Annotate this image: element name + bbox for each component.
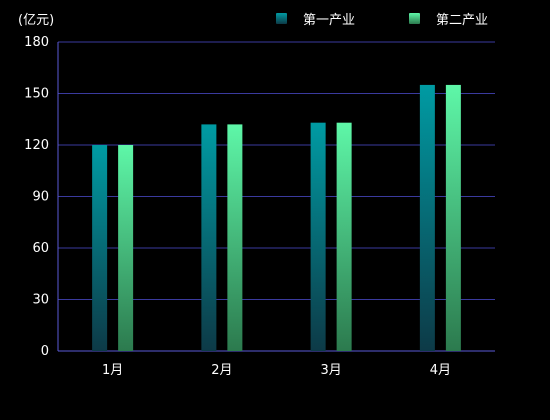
y-tick-label: 180 (24, 35, 49, 50)
legend-item-series-1[interactable]: 第一产业 (276, 10, 356, 28)
y-tick-label: 90 (32, 190, 49, 205)
legend-item-series-2[interactable]: 第二产业 (409, 10, 489, 28)
chart-legend: 第一产业 第二产业 (0, 10, 550, 28)
y-tick-label: 60 (32, 241, 49, 256)
x-tick-label: 4月 (430, 363, 451, 378)
x-tick-label: 2月 (211, 363, 232, 378)
legend-swatch-series-1 (276, 12, 287, 24)
y-tick-label: 150 (24, 87, 49, 102)
bar-series-1-3 (310, 122, 326, 351)
legend-swatch-series-2 (409, 12, 420, 24)
legend-label-series-2: 第二产业 (436, 12, 489, 28)
bar-series-1-1 (92, 145, 108, 351)
bar-series-1-2 (201, 124, 217, 352)
bar-series-2-3 (336, 122, 352, 351)
bar-series-2-1 (118, 145, 134, 351)
bar-series-2-4 (445, 84, 461, 352)
y-tick-label: 0 (41, 344, 49, 359)
y-tick-label: 30 (32, 293, 49, 308)
y-axis-unit-label: (亿元) (18, 13, 55, 28)
x-tick-label: 3月 (320, 363, 341, 378)
legend-label-series-1: 第一产业 (303, 12, 356, 28)
x-tick-label: 1月 (102, 363, 123, 378)
bar-series-2-2 (227, 124, 243, 352)
y-tick-label: 120 (24, 138, 49, 153)
bar-series-1-4 (419, 84, 435, 352)
